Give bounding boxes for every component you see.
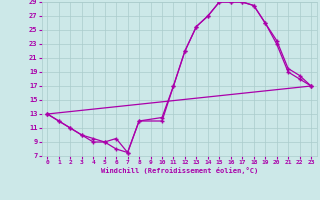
X-axis label: Windchill (Refroidissement éolien,°C): Windchill (Refroidissement éolien,°C): [100, 167, 258, 174]
